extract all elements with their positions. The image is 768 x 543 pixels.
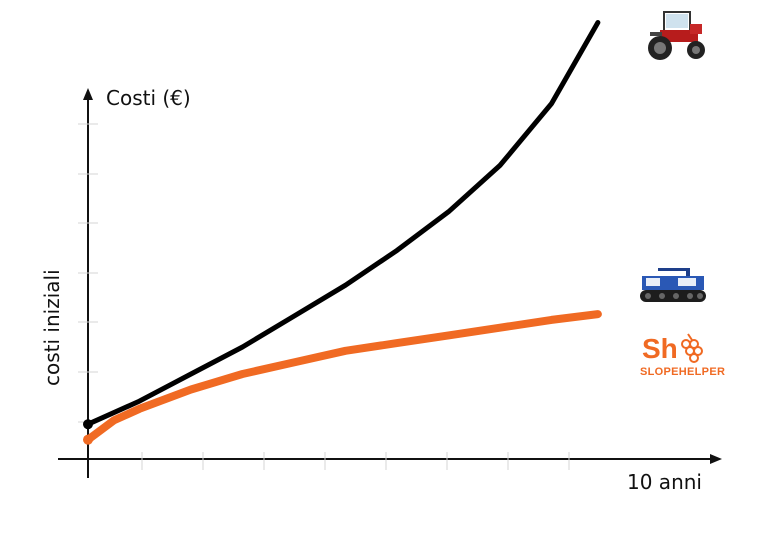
series-start-point-1 xyxy=(83,419,93,430)
tractor-icon xyxy=(648,11,705,60)
series-line-2 xyxy=(84,310,602,444)
initial-costs-label: costi iniziali xyxy=(40,269,64,386)
series-lines xyxy=(83,20,602,445)
series-start-point-2 xyxy=(83,434,93,445)
slopehelper-logo-icon: Sh xyxy=(642,333,703,364)
tracked-vehicle-icon xyxy=(640,268,706,302)
x-axis-arrow xyxy=(710,454,722,464)
x-axis-title: 10 anni xyxy=(627,470,702,494)
grape-icon xyxy=(681,333,703,363)
series-line-1 xyxy=(85,20,601,427)
logo-letters: Sh xyxy=(642,333,678,364)
y-axis-arrow xyxy=(83,88,93,100)
brand-name: SLOPEHELPER xyxy=(640,366,726,378)
y-axis-title: Costi (€) xyxy=(106,86,191,110)
axes xyxy=(58,88,722,478)
